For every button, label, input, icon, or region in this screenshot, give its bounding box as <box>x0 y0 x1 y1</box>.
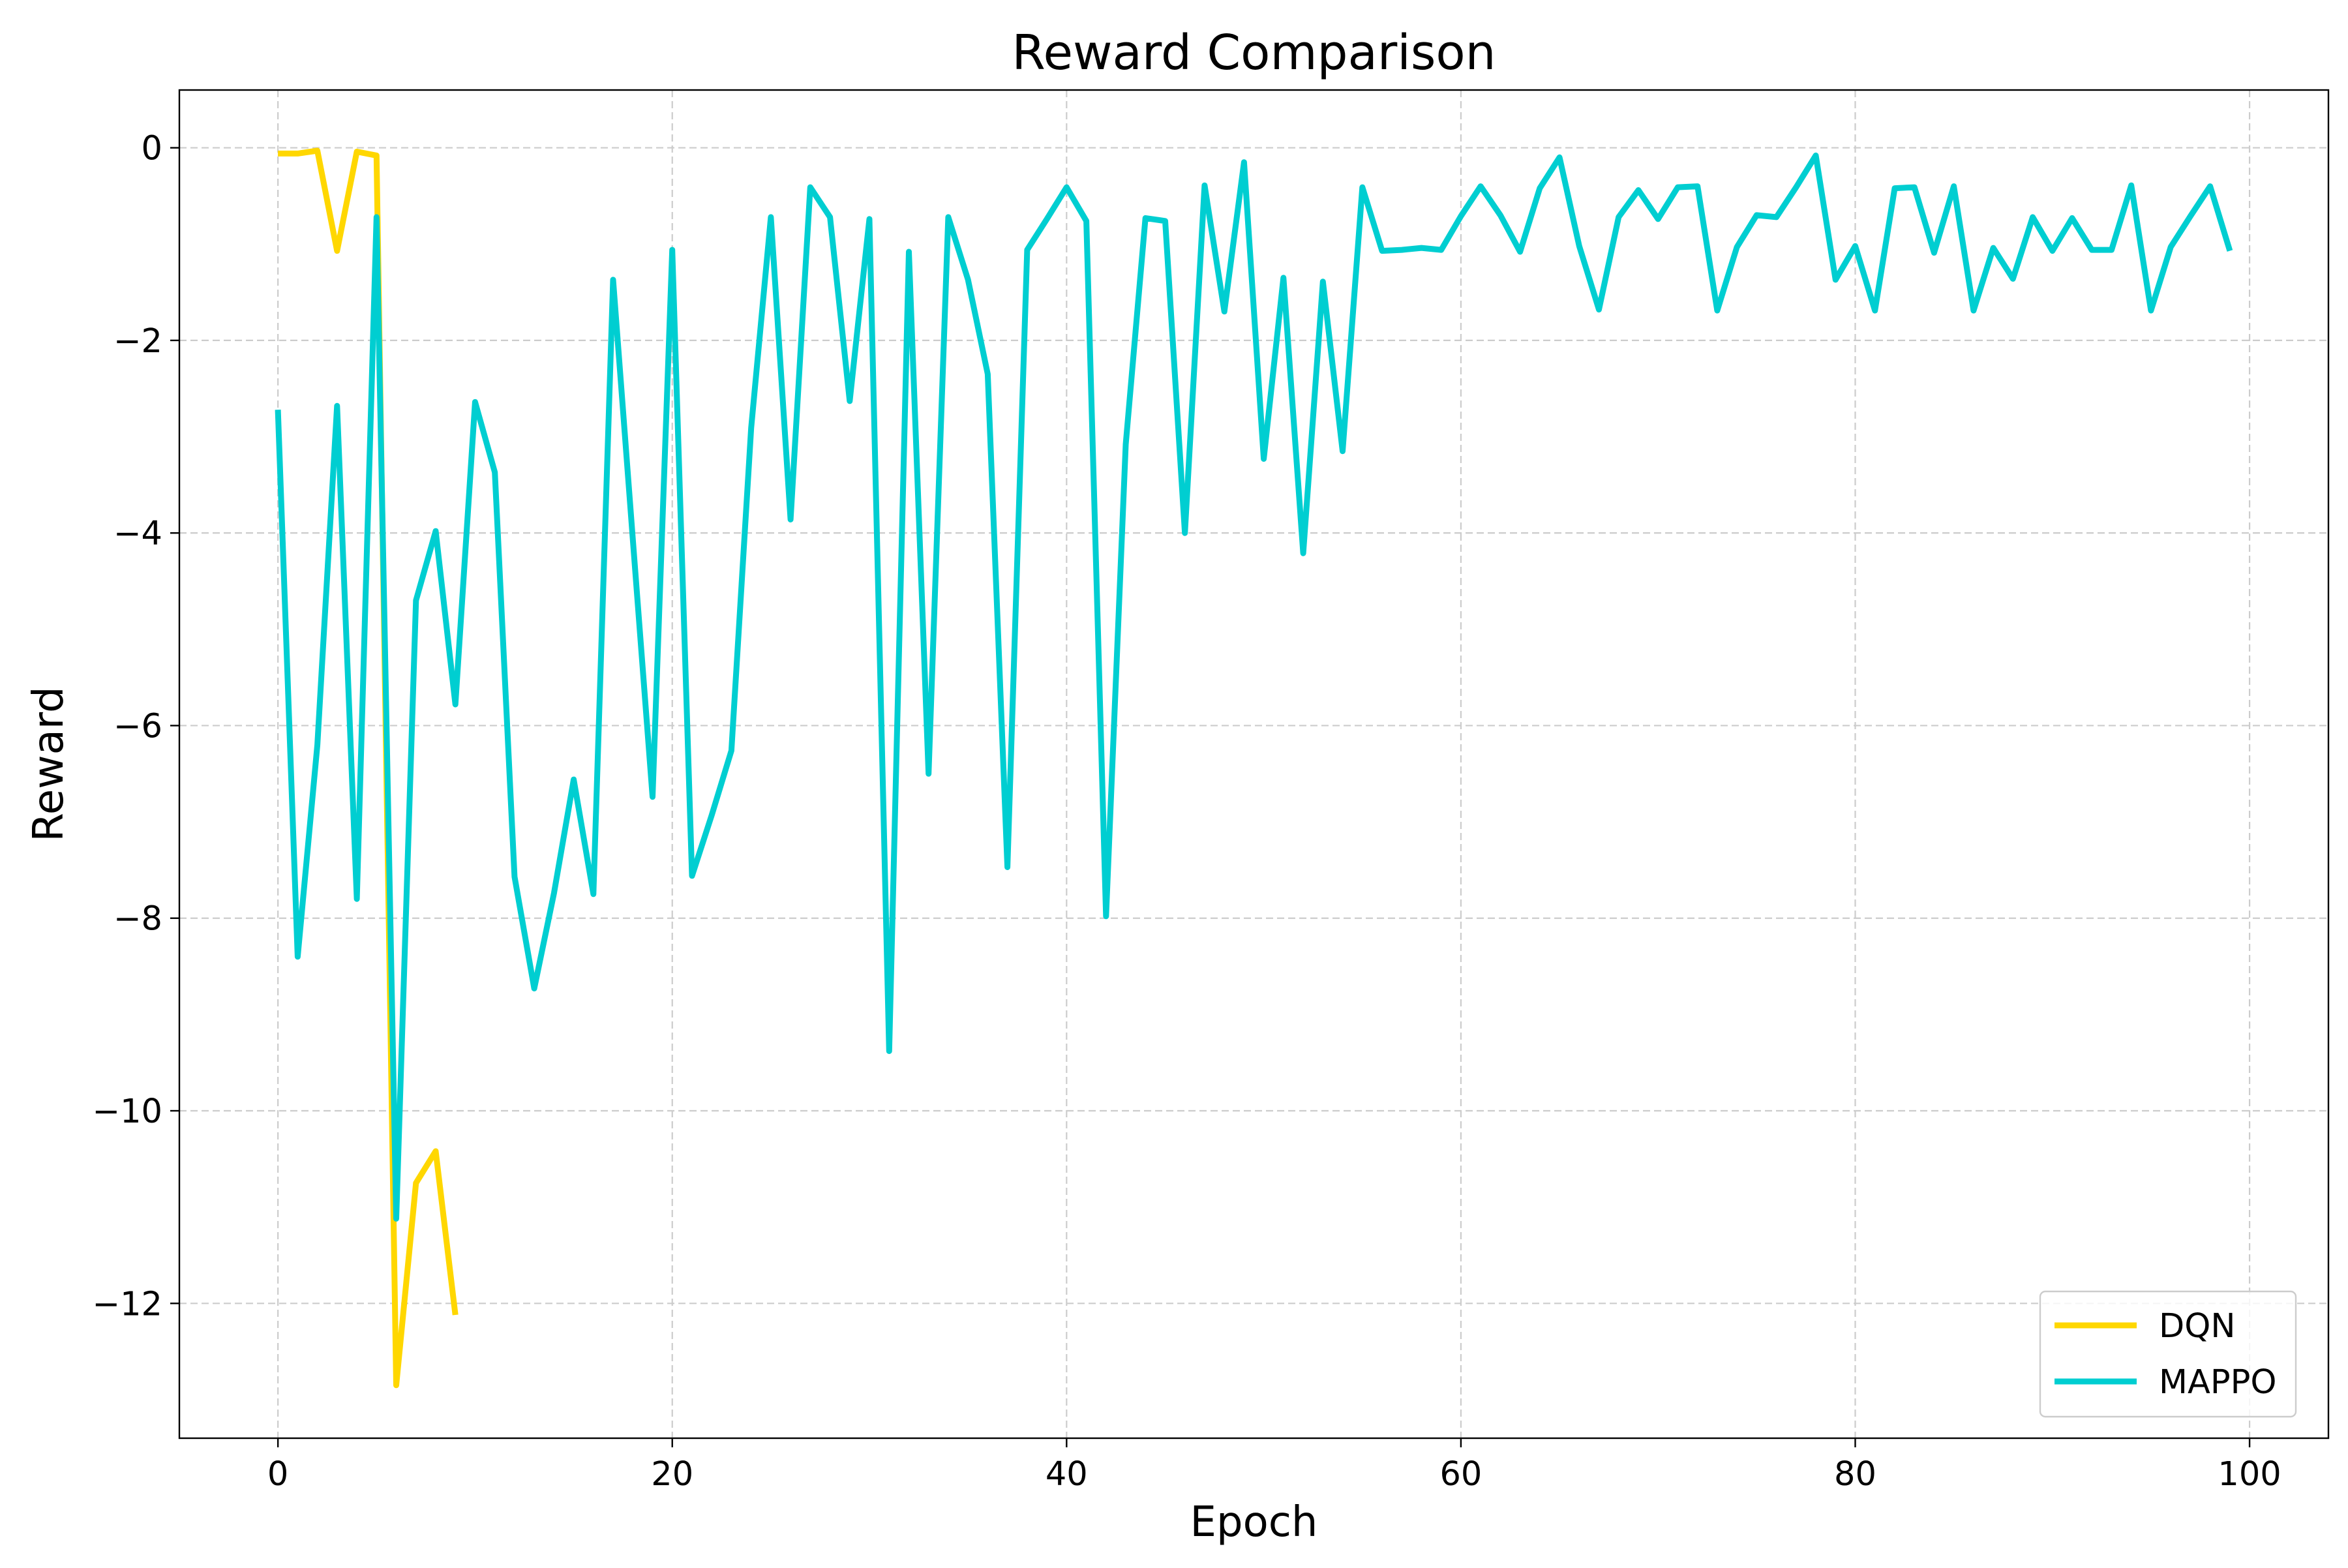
series-layer <box>275 147 2233 1389</box>
chart-title: Reward Comparison <box>1012 25 1496 81</box>
x-tick-label: 20 <box>651 1455 693 1494</box>
plot-frame <box>178 89 2330 1440</box>
x-tick-label: 60 <box>1439 1455 1482 1494</box>
x-axis-label: Epoch <box>1190 1498 1318 1546</box>
axis-ticks: 0 20 40 60 80 100 0 −2 −4 −6 −8 −10 −12 <box>92 130 2281 1494</box>
y-tick-label: −12 <box>92 1285 162 1323</box>
grid <box>179 90 2328 1438</box>
legend: DQN MAPPO <box>2039 1290 2297 1418</box>
y-tick-label: −4 <box>113 515 162 553</box>
y-tick-label: 0 <box>142 130 162 168</box>
x-tick-label: 0 <box>267 1455 288 1494</box>
x-tick-label: 40 <box>1046 1455 1088 1494</box>
y-tick-label: −8 <box>113 900 162 939</box>
series-line-dqn <box>278 147 459 1389</box>
x-tick-label: 80 <box>1834 1455 1876 1494</box>
y-axis-label: Reward <box>25 686 73 841</box>
y-tick-label: −10 <box>92 1093 162 1131</box>
series-line-mappo <box>275 152 2233 1222</box>
x-tick-label: 100 <box>2218 1455 2281 1494</box>
legend-label-mappo: MAPPO <box>2159 1363 2277 1402</box>
y-tick-label: −2 <box>113 322 162 361</box>
y-tick-label: −6 <box>113 707 162 746</box>
legend-label-dqn: DQN <box>2159 1307 2236 1346</box>
